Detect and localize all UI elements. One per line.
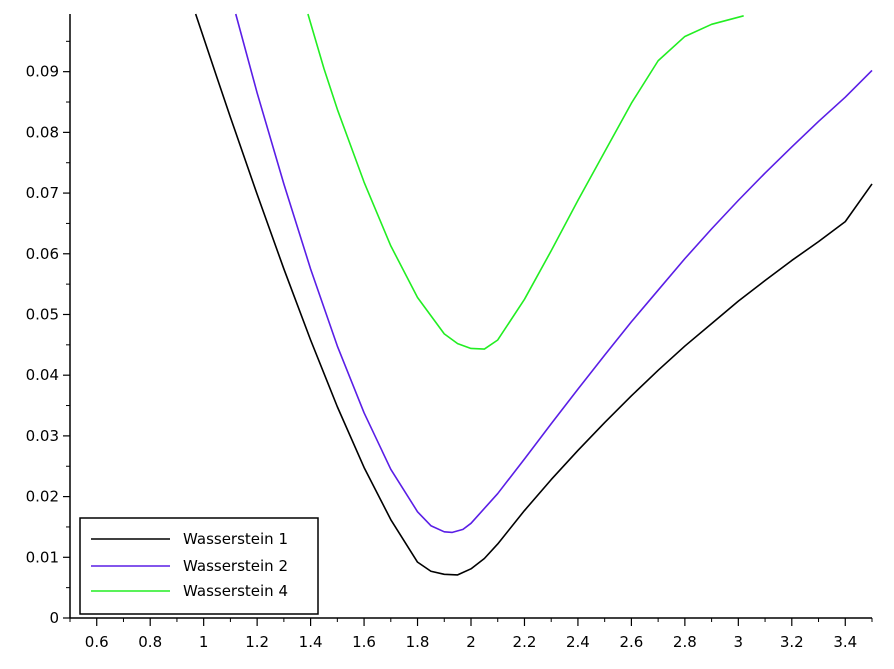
legend-label-wasserstein-2: Wasserstein 2	[183, 557, 288, 575]
legend: Wasserstein 1 Wasserstein 2 Wasserstein …	[79, 517, 319, 615]
x-tick-label: 1.2	[245, 633, 269, 651]
x-tick-label: 1.6	[352, 633, 376, 651]
x-tick-label: 2.6	[619, 633, 643, 651]
y-tick-label: 0.03	[26, 427, 59, 445]
x-tick-label: 2.2	[513, 633, 537, 651]
y-tick-label: 0.05	[26, 305, 59, 323]
x-axis: 0.6 0.8 1 1.2 1.4 1.6 1.8 2 2.2 2.4 2.6 2.8 3 3.2 3.4	[69, 617, 873, 651]
x-tick-label: 1	[199, 633, 209, 651]
y-tick-label: 0.06	[26, 245, 59, 263]
legend-label-wasserstein-4: Wasserstein 4	[183, 582, 288, 600]
y-tick-label: 0.09	[26, 63, 59, 81]
x-tick-label: 3	[734, 633, 744, 651]
x-tick-label: 3.2	[780, 633, 804, 651]
y-tick-label: 0.01	[26, 548, 59, 566]
y-tick-label: 0.04	[26, 366, 59, 384]
x-tick-label: 3.4	[833, 633, 857, 651]
series-lines	[194, 13, 873, 576]
y-tick-label: 0	[49, 609, 59, 627]
x-tick-label: 2	[466, 633, 476, 651]
x-tick-label: 2.8	[673, 633, 697, 651]
x-tick-label: 0.8	[138, 633, 162, 651]
series-line-wasserstein-1	[194, 13, 873, 576]
series-line-wasserstein-4	[307, 13, 744, 350]
y-axis: 0 0.01 0.02 0.03 0.04 0.05 0.06 0.07 0.08 0.09	[26, 14, 71, 627]
x-tick-label: 1.8	[406, 633, 430, 651]
series-line-wasserstein-2	[234, 13, 873, 534]
y-tick-label: 0.02	[26, 488, 59, 506]
legend-label-wasserstein-1: Wasserstein 1	[183, 530, 288, 548]
y-tick-label: 0.08	[26, 123, 59, 141]
y-tick-label: 0.07	[26, 184, 59, 202]
x-tick-label: 0.6	[85, 633, 109, 651]
x-tick-label: 2.4	[566, 633, 590, 651]
x-tick-label: 1.4	[299, 633, 323, 651]
